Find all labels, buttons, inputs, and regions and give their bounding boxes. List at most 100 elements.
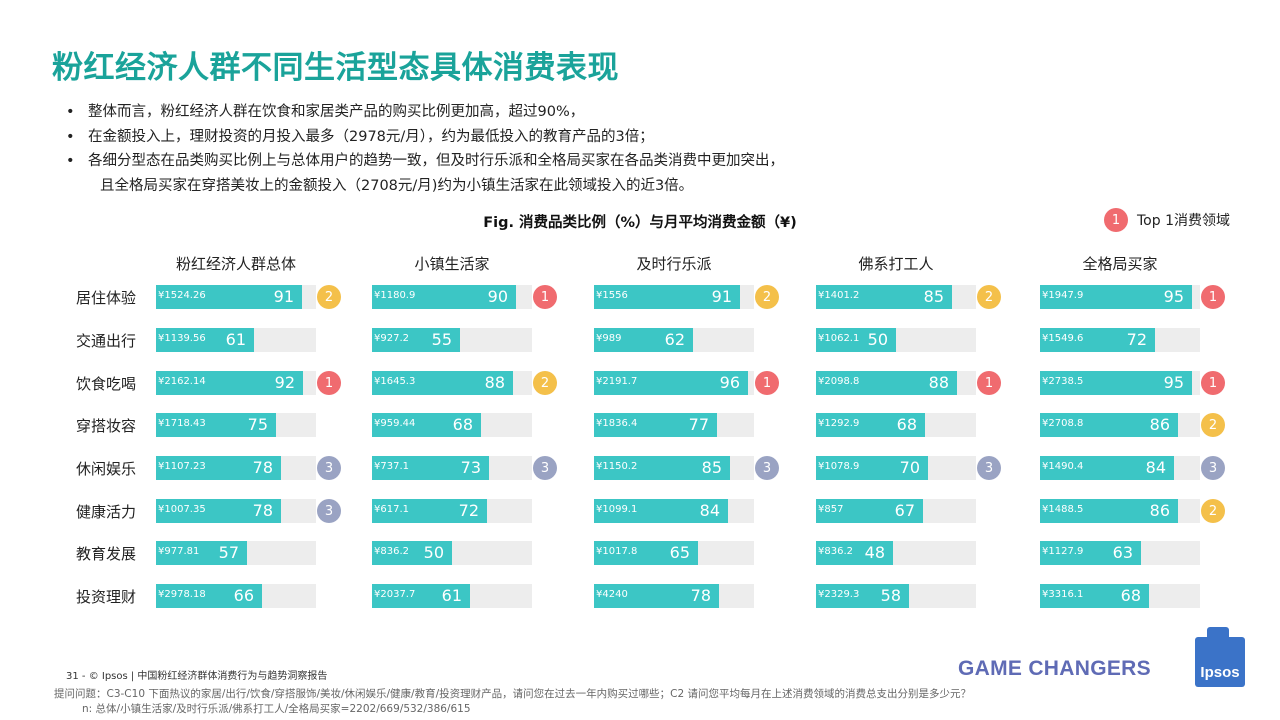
bar: ¥1099.1 84 bbox=[594, 499, 728, 523]
amount-label: ¥2037.7 bbox=[374, 589, 416, 600]
bar: ¥1139.56 61 bbox=[156, 328, 254, 352]
percent-label: 73 bbox=[460, 458, 481, 477]
percent-label: 95 bbox=[1163, 287, 1184, 306]
bar-track: ¥1078.9 70 bbox=[816, 456, 976, 480]
bullet-item: 在金额投入上，理财投资的月投入最多（2978元/月），约为最低投入的教育产品的3… bbox=[66, 125, 784, 150]
percent-label: 86 bbox=[1149, 415, 1170, 434]
bar: ¥1292.9 68 bbox=[816, 413, 925, 437]
percent-label: 61 bbox=[225, 330, 246, 349]
bar: ¥2037.7 61 bbox=[372, 584, 470, 608]
category-label: 休闲娱乐 bbox=[76, 460, 137, 478]
bar: ¥1488.5 86 bbox=[1040, 499, 1178, 523]
amount-label: ¥1524.26 bbox=[158, 290, 206, 301]
footer-source: 31 - © Ipsos | 中国粉红经济群体消费行为与趋势洞察报告 bbox=[66, 671, 328, 682]
bar-track: ¥1947.9 95 bbox=[1040, 285, 1200, 309]
percent-label: 68 bbox=[896, 415, 917, 434]
percent-label: 58 bbox=[880, 586, 901, 605]
rank-2-badge: 2 bbox=[1201, 499, 1225, 523]
bar-track: ¥1107.23 78 bbox=[156, 456, 316, 480]
bar: ¥989 62 bbox=[594, 328, 693, 352]
bullet-text: 在金额投入上，理财投资的月投入最多（2978元/月），约为最低投入的教育产品的3… bbox=[88, 128, 654, 145]
amount-label: ¥1292.9 bbox=[818, 418, 860, 429]
bar-track: ¥1139.56 61 bbox=[156, 328, 316, 352]
percent-label: 77 bbox=[688, 415, 709, 434]
page-title: 粉红经济人群不同生活型态具体消费表现 bbox=[52, 50, 619, 86]
bar-track: ¥2191.7 96 bbox=[594, 371, 754, 395]
percent-label: 68 bbox=[1120, 586, 1141, 605]
category-label: 饮食吃喝 bbox=[76, 375, 137, 393]
bar-track: ¥1099.1 84 bbox=[594, 499, 754, 523]
bar-track: ¥1549.6 72 bbox=[1040, 328, 1200, 352]
rank-3-badge: 3 bbox=[317, 456, 341, 480]
amount-label: ¥959.44 bbox=[374, 418, 416, 429]
amount-label: ¥989 bbox=[596, 333, 622, 344]
rank-3-badge: 3 bbox=[317, 499, 341, 523]
percent-label: 92 bbox=[274, 373, 295, 392]
legend-label: Top 1消费领域 bbox=[1137, 213, 1230, 229]
rank-2-badge: 2 bbox=[533, 371, 557, 395]
bar: ¥1718.43 75 bbox=[156, 413, 276, 437]
percent-label: 61 bbox=[441, 586, 462, 605]
percent-label: 91 bbox=[273, 287, 294, 306]
series-title: 全格局买家 bbox=[1082, 255, 1158, 273]
bar: ¥737.1 73 bbox=[372, 456, 489, 480]
series-title: 小镇生活家 bbox=[414, 255, 490, 273]
bar: ¥927.2 55 bbox=[372, 328, 460, 352]
percent-label: 95 bbox=[1163, 373, 1184, 392]
percent-label: 90 bbox=[487, 287, 508, 306]
category-label: 穿搭妆容 bbox=[76, 417, 137, 435]
amount-label: ¥1150.2 bbox=[596, 461, 638, 472]
bar: ¥2098.8 88 bbox=[816, 371, 957, 395]
bar: ¥1947.9 95 bbox=[1040, 285, 1192, 309]
bullet-continuation: 且全格局买家在穿搭美妆上的金额投入（2708元/月)约为小镇生活家在此领域投入的… bbox=[100, 177, 694, 194]
bullet-item: 各细分型态在品类购买比例上与总体用户的趋势一致，但及时行乐派和全格局买家在各品类… bbox=[66, 149, 784, 198]
amount-label: ¥1107.23 bbox=[158, 461, 206, 472]
legend: 1 Top 1消费领域 bbox=[1104, 208, 1230, 232]
percent-label: 85 bbox=[701, 458, 722, 477]
rank-3-badge: 3 bbox=[1201, 456, 1225, 480]
amount-label: ¥836.2 bbox=[818, 546, 853, 557]
rank-2-badge: 2 bbox=[317, 285, 341, 309]
series-title: 粉红经济人群总体 bbox=[175, 255, 296, 273]
bar-track: ¥1718.43 75 bbox=[156, 413, 316, 437]
percent-label: 85 bbox=[923, 287, 944, 306]
bar: ¥3316.1 68 bbox=[1040, 584, 1149, 608]
percent-label: 50 bbox=[867, 330, 888, 349]
amount-label: ¥1062.1 bbox=[818, 333, 860, 344]
amount-label: ¥2191.7 bbox=[596, 376, 638, 387]
bar: ¥836.2 48 bbox=[816, 541, 893, 565]
category-label: 居住体验 bbox=[76, 289, 137, 307]
bar-track: ¥4240 78 bbox=[594, 584, 754, 608]
bar-track: ¥3316.1 68 bbox=[1040, 584, 1200, 608]
bullet-item: 整体而言，粉红经济人群在饮食和家居类产品的购买比例更加高，超过90%， bbox=[66, 100, 784, 125]
bar: ¥1078.9 70 bbox=[816, 456, 928, 480]
bar: ¥959.44 68 bbox=[372, 413, 481, 437]
amount-label: ¥1556 bbox=[596, 290, 628, 301]
percent-label: 78 bbox=[252, 458, 273, 477]
brand-tagline: GAME CHANGERS bbox=[958, 657, 1151, 680]
bar: ¥2191.7 96 bbox=[594, 371, 748, 395]
percent-label: 78 bbox=[252, 501, 273, 520]
rank-3-badge: 3 bbox=[755, 456, 779, 480]
percent-label: 88 bbox=[484, 373, 505, 392]
bar-track: ¥2162.14 92 bbox=[156, 371, 316, 395]
bar-track: ¥989 62 bbox=[594, 328, 754, 352]
bar: ¥1017.8 65 bbox=[594, 541, 698, 565]
bar-track: ¥2978.18 66 bbox=[156, 584, 316, 608]
sample-size-note: n: 总体/小镇生活家/及时行乐派/佛系打工人/全格局买家=2202/669/5… bbox=[82, 703, 471, 715]
bar: ¥1836.4 77 bbox=[594, 413, 717, 437]
rank-3-badge: 3 bbox=[977, 456, 1001, 480]
bar-track: ¥2708.8 86 bbox=[1040, 413, 1200, 437]
bar-track: ¥2738.5 95 bbox=[1040, 371, 1200, 395]
amount-label: ¥1127.9 bbox=[1042, 546, 1084, 557]
amount-label: ¥1488.5 bbox=[1042, 504, 1084, 515]
bar: ¥1180.9 90 bbox=[372, 285, 516, 309]
rank-3-badge: 3 bbox=[533, 456, 557, 480]
bar-track: ¥1127.9 63 bbox=[1040, 541, 1200, 565]
percent-label: 86 bbox=[1149, 501, 1170, 520]
bar-track: ¥1150.2 85 bbox=[594, 456, 754, 480]
rank-2-badge: 2 bbox=[755, 285, 779, 309]
amount-label: ¥2162.14 bbox=[158, 376, 206, 387]
percent-label: 96 bbox=[719, 373, 740, 392]
bar: ¥1556 91 bbox=[594, 285, 740, 309]
